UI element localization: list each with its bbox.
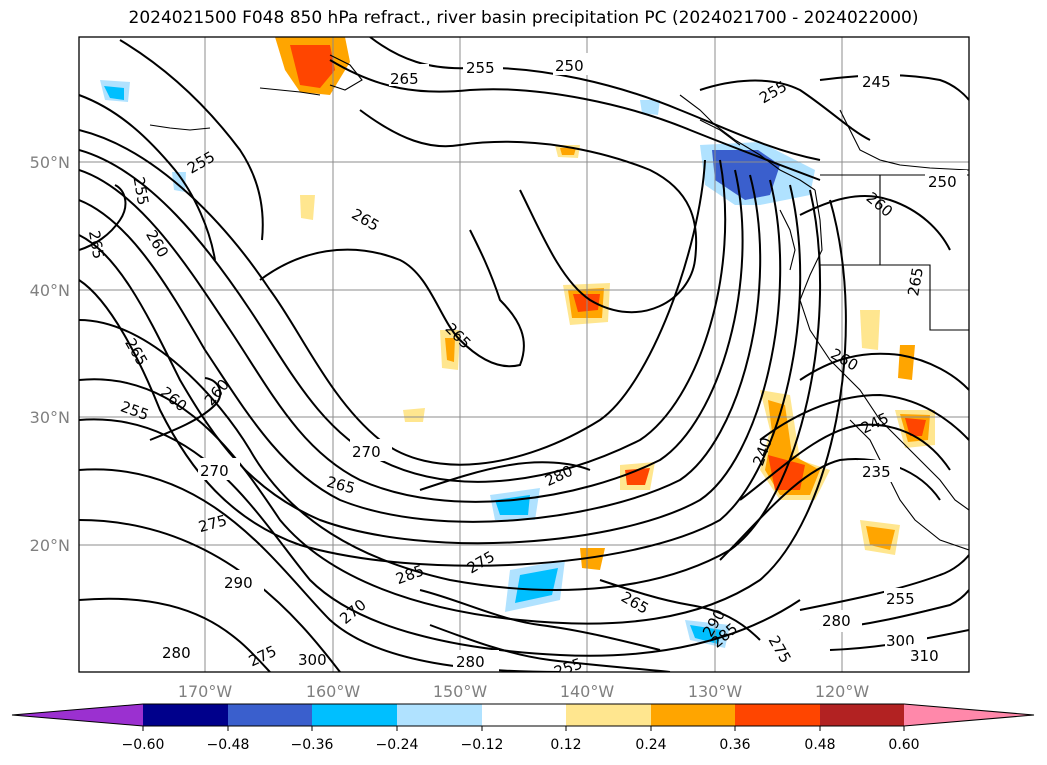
latitude-axis: 50°N 40°N 30°N 20°N <box>30 153 70 555</box>
colorbar-tick-label: −0.48 <box>207 737 250 753</box>
contour-label: 310 <box>910 647 939 665</box>
lat-label-20n: 20°N <box>30 536 70 555</box>
coastlines <box>149 54 969 551</box>
colorbar-segment <box>143 704 228 726</box>
colorbar-tick-label: 0.60 <box>888 737 919 753</box>
colorbar-tick-label: −0.24 <box>376 737 419 753</box>
colorbar: −0.60 −0.48 −0.36 −0.24 −0.12 0.12 0.24 … <box>11 703 1035 753</box>
longitude-axis: 170°W 160°W 150°W 140°W 130°W 120°W <box>178 682 870 701</box>
colorbar-segment <box>735 704 820 726</box>
lon-label-130w: 130°W <box>688 682 743 701</box>
contour-label: 245 <box>862 73 891 91</box>
contour-label: 250 <box>928 173 957 191</box>
contour-label: 270 <box>200 462 229 480</box>
map-border <box>78 36 970 673</box>
colorbar-segment <box>482 704 566 726</box>
colorbar-tick-label: 0.48 <box>804 737 835 753</box>
lon-label-160w: 160°W <box>306 682 361 701</box>
contour-label: 255 <box>130 175 153 206</box>
colorbar-tick-label: 0.24 <box>635 737 666 753</box>
contour-label: 280 <box>456 653 485 671</box>
contour-label: 280 <box>822 612 851 630</box>
lat-label-30n: 30°N <box>30 408 70 427</box>
map-title: 2024021500 F048 850 hPa refract., river … <box>128 8 919 28</box>
colorbar-max-extend <box>904 704 1034 726</box>
colorbar-segment <box>566 704 651 726</box>
colorbar-ticks <box>142 726 905 731</box>
colorbar-min-extend <box>12 704 143 726</box>
contour-labels: 265 255 250 255 245 250 255 255 260 265 … <box>85 53 967 672</box>
colorbar-segment <box>820 704 904 726</box>
contour-label: 265 <box>85 229 108 260</box>
lat-label-40n: 40°N <box>30 281 70 300</box>
contour-label: 280 <box>162 644 191 662</box>
colorbar-tick-label: 0.36 <box>719 737 750 753</box>
colorbar-segment <box>651 704 735 726</box>
contour-label: 265 <box>390 70 419 88</box>
colorbar-tick-label: 0.12 <box>550 737 581 753</box>
contour-label: 270 <box>352 443 381 461</box>
contour-label: 290 <box>224 574 253 592</box>
colorbar-tick-label: −0.36 <box>291 737 334 753</box>
colorbar-segment <box>312 704 397 726</box>
colorbar-tick-label: −0.12 <box>461 737 504 753</box>
lon-label-120w: 120°W <box>815 682 870 701</box>
lon-label-150w: 150°W <box>433 682 488 701</box>
contour-label: 235 <box>862 463 891 481</box>
colorbar-segment <box>228 704 312 726</box>
contour-label: 300 <box>298 651 327 669</box>
contour-label: 255 <box>466 59 495 77</box>
contour-label: 265 <box>904 266 927 297</box>
lon-label-170w: 170°W <box>178 682 233 701</box>
contour-label: 250 <box>555 57 584 75</box>
colorbar-segment <box>397 704 482 726</box>
contour-label: 300 <box>886 632 915 650</box>
lat-label-50n: 50°N <box>30 153 70 172</box>
colorbar-tick-label: −0.60 <box>122 737 165 753</box>
lon-label-140w: 140°W <box>560 682 615 701</box>
contour-label: 255 <box>886 590 915 608</box>
